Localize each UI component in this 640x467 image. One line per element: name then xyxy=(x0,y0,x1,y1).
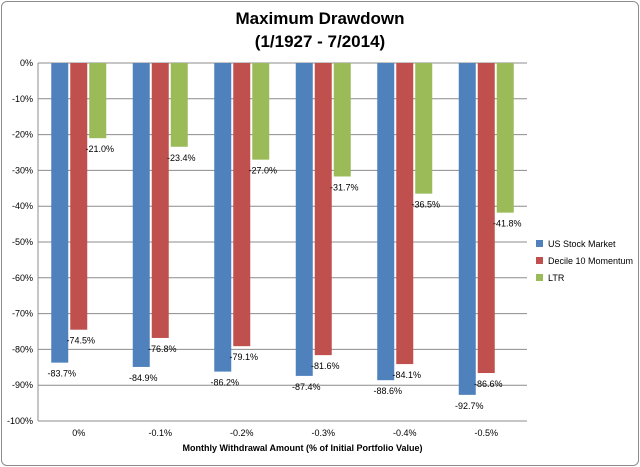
x-axis-title: Monthly Withdrawal Amount (% of Initial … xyxy=(182,443,422,453)
data-label: -86.2% xyxy=(210,378,239,388)
bar-us-stock-market xyxy=(458,63,476,395)
y-tick-label: -100% xyxy=(7,416,33,426)
data-label: -21.0% xyxy=(85,144,114,154)
bar-us-stock-market xyxy=(295,63,313,376)
legend-swatch xyxy=(536,257,543,264)
bar-decile-10-momentum xyxy=(233,63,251,347)
bar-ltr xyxy=(252,63,270,160)
data-label: -76.8% xyxy=(148,344,177,354)
data-label: -87.4% xyxy=(292,382,321,392)
legend-label: US Stock Market xyxy=(548,238,616,249)
y-tick-label: -40% xyxy=(12,201,33,211)
data-label: -83.7% xyxy=(47,369,76,379)
legend-item: US Stock Market xyxy=(536,235,633,252)
bar-us-stock-market xyxy=(377,63,395,381)
y-tick-label: -90% xyxy=(12,380,33,390)
bar-decile-10-momentum xyxy=(477,63,495,374)
data-label: -36.5% xyxy=(411,200,440,210)
y-tick-label: -20% xyxy=(12,130,33,140)
bar-ltr xyxy=(415,63,433,194)
bar-ltr xyxy=(333,63,351,177)
legend-swatch xyxy=(536,240,543,247)
data-label: -79.1% xyxy=(229,352,258,362)
bar-ltr xyxy=(170,63,188,147)
bar-decile-10-momentum xyxy=(314,63,332,356)
y-tick-label: -70% xyxy=(12,309,33,319)
data-label: -86.6% xyxy=(474,379,503,389)
x-tick-label: -0.2% xyxy=(230,428,254,438)
data-label: -84.9% xyxy=(129,373,158,383)
data-label: -81.6% xyxy=(311,361,340,371)
bar-ltr xyxy=(496,63,514,213)
x-tick-label: -0.3% xyxy=(311,428,335,438)
data-label: -88.6% xyxy=(373,386,402,396)
legend-label: Decile 10 Momentum xyxy=(548,255,634,266)
y-tick-label: 0% xyxy=(20,58,33,68)
y-tick-label: -30% xyxy=(12,165,33,175)
x-tick-label: -0.4% xyxy=(393,428,417,438)
data-label: -31.7% xyxy=(330,182,359,192)
x-tick-label: -0.1% xyxy=(148,428,172,438)
chart-legend: US Stock Market Decile 10 Momentum LTR xyxy=(536,235,633,286)
data-label: -84.1% xyxy=(392,370,421,380)
bar-us-stock-market xyxy=(132,63,150,367)
bar-decile-10-momentum xyxy=(70,63,88,330)
data-label: -92.7% xyxy=(455,401,484,411)
legend-item: LTR xyxy=(536,269,633,286)
y-tick-label: -60% xyxy=(12,273,33,283)
bar-ltr xyxy=(89,63,107,139)
chart-subtitle: (1/1927 - 7/2014) xyxy=(254,32,386,51)
x-tick-label: 0% xyxy=(72,428,85,438)
data-label: -74.5% xyxy=(66,336,95,346)
legend-label: LTR xyxy=(548,272,565,283)
legend-item: Decile 10 Momentum xyxy=(536,252,633,269)
y-tick-label: -80% xyxy=(12,344,33,354)
y-tick-label: -50% xyxy=(12,237,33,247)
bar-decile-10-momentum xyxy=(151,63,169,338)
data-label: -27.0% xyxy=(248,166,277,176)
x-tick-label: -0.5% xyxy=(474,428,498,438)
chart-title: Maximum Drawdown xyxy=(235,9,405,28)
legend-swatch xyxy=(536,274,543,281)
data-label: -41.8% xyxy=(493,219,522,229)
data-label: -23.4% xyxy=(167,153,196,163)
bar-us-stock-market xyxy=(51,63,69,363)
y-tick-label: -10% xyxy=(12,94,33,104)
bar-decile-10-momentum xyxy=(396,63,414,365)
bar-us-stock-market xyxy=(214,63,232,372)
